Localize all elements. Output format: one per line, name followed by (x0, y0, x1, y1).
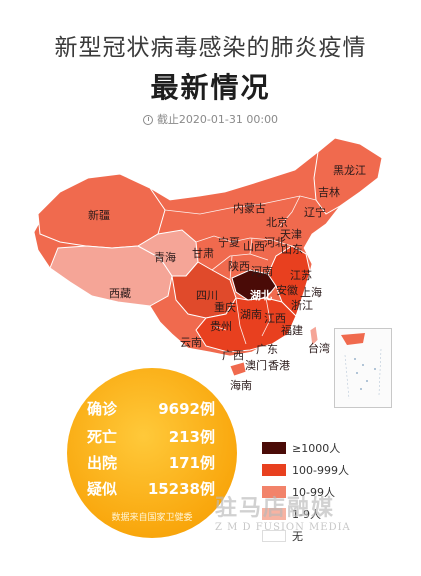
legend-swatch (262, 508, 286, 520)
stat-value: 171例 (168, 454, 215, 472)
legend-item: 100-999人 (262, 462, 402, 478)
province-label: 陕西 (228, 260, 250, 273)
province-label: 辽宁 (304, 206, 326, 219)
stat-label: 疑似 (87, 480, 118, 498)
page-subtitle: 最新情况 (150, 71, 271, 104)
province-label: 西藏 (109, 287, 131, 300)
province-label: 云南 (180, 336, 202, 349)
legend-label: 10-99人 (292, 486, 335, 499)
china-map-shape (33, 137, 383, 377)
province-label: 宁夏 (218, 236, 240, 249)
province-label: 湖北 (250, 289, 272, 302)
province-label: 内蒙古 (233, 202, 266, 215)
south-china-sea-inset (334, 328, 392, 408)
province-label: 澳门 (245, 359, 267, 372)
map-region-east (267, 245, 311, 317)
legend-swatch (262, 464, 286, 476)
legend-label: 1-9人 (292, 508, 321, 521)
province-label: 青海 (154, 251, 176, 264)
province-label: 广东 (256, 343, 278, 356)
province-label: 海南 (230, 379, 252, 392)
stats-circle: 确诊 9692例 死亡 213例 出院 171例 疑似 15238例 数据来自国… (67, 368, 237, 538)
legend-item: 1-9人 (262, 506, 402, 522)
province-label: 湖南 (240, 308, 262, 321)
map-region-taiwan (309, 325, 319, 347)
province-label: 吉林 (318, 186, 340, 199)
province-label: 新疆 (88, 209, 110, 222)
map-region-hainan (229, 361, 247, 377)
legend-item: ≥1000人 (262, 440, 402, 456)
map-region-south (195, 297, 297, 353)
page-title: 新型冠状病毒感染的肺炎疫情 (54, 35, 367, 61)
province-label: 河南 (251, 265, 273, 278)
watermark: 驻马店融媒 Z M D FUSION MEDIA (215, 490, 415, 533)
province-label: 台湾 (308, 342, 330, 355)
province-label: 四川 (196, 289, 218, 302)
province-label: 上海 (300, 286, 322, 299)
update-time-text: 截止2020-01-31 00:00 (156, 113, 279, 126)
legend-swatch (262, 442, 286, 454)
legend-item: 无 (262, 528, 402, 544)
province-label: 天津 (280, 228, 302, 241)
province-label: 山西 (243, 240, 265, 253)
stat-label: 确诊 (87, 400, 118, 418)
stat-value: 213例 (168, 428, 215, 446)
stat-value: 9692例 (158, 400, 215, 418)
stat-value: 15238例 (147, 480, 215, 498)
province-label: 重庆 (214, 301, 236, 314)
legend-swatch (262, 486, 286, 498)
china-map (0, 130, 421, 400)
stat-label: 出院 (87, 454, 118, 472)
inset-map-shape (341, 333, 382, 400)
legend-label: 100-999人 (292, 464, 349, 477)
province-label: 安徽 (276, 284, 298, 297)
clock-icon (142, 115, 153, 125)
province-label: 甘肃 (192, 247, 214, 260)
watermark-text: Z M D FUSION MEDIA (215, 522, 351, 533)
stat-label: 死亡 (87, 428, 118, 446)
province-label: 浙江 (291, 299, 313, 312)
update-time: 截止2020-01-31 00:00 (0, 111, 421, 127)
province-label: 河北 (264, 236, 286, 249)
province-label: 福建 (281, 324, 303, 337)
province-label: 山东 (281, 243, 303, 256)
province-label: 黑龙江 (333, 164, 366, 177)
province-label: 贵州 (210, 320, 232, 333)
province-label: 广西 (222, 349, 244, 362)
map-province-borders (164, 195, 317, 345)
legend-item: 10-99人 (262, 484, 402, 500)
province-label: 江苏 (290, 269, 312, 282)
province-label: 北京 (266, 216, 288, 229)
data-source: 数据来自国家卫健委 (111, 513, 193, 523)
map-region-northeast (313, 137, 383, 215)
watermark-logo: 驻马店融媒 (215, 496, 336, 521)
legend-swatch (262, 530, 286, 542)
province-label: 江西 (264, 312, 286, 325)
province-label: 香港 (268, 359, 290, 372)
map-region-hubei (231, 269, 277, 301)
legend-label: ≥1000人 (292, 442, 341, 455)
legend-label: 无 (292, 530, 303, 543)
